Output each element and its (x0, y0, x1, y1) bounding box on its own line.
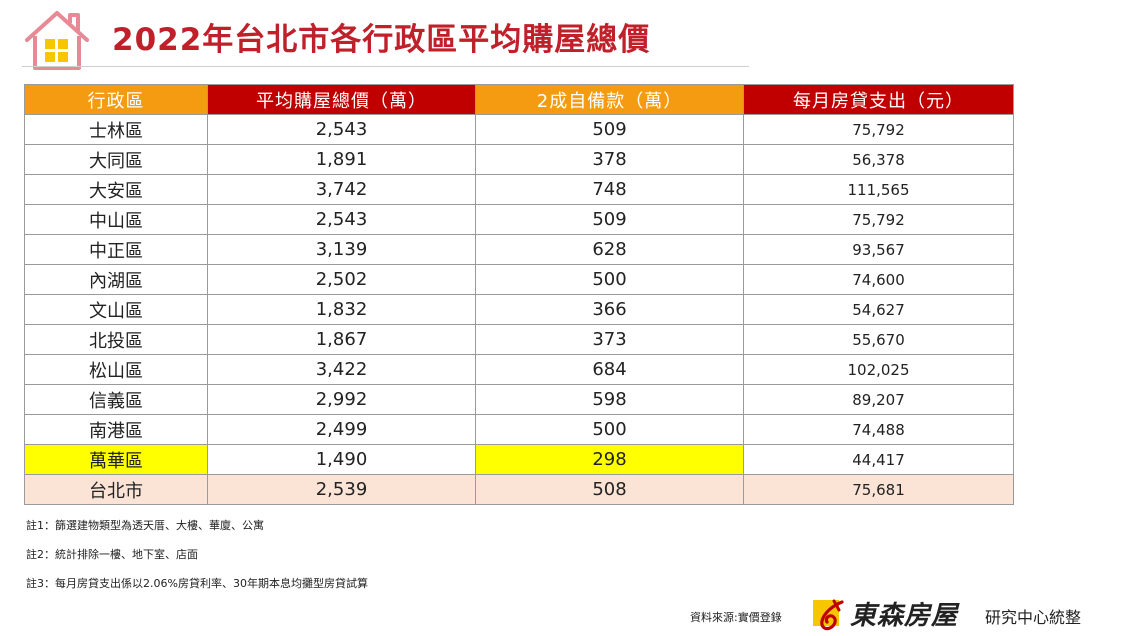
district-cell: 內湖區 (24, 264, 208, 295)
table-row: 大安區 3,742 748 111,565 (24, 174, 1014, 205)
table-row: 信義區 2,992 598 89,207 (24, 384, 1014, 415)
col-header-avg-price: 平均購屋總價（萬） (207, 84, 476, 115)
district-cell: 南港區 (24, 414, 208, 445)
monthly-payment-cell: 75,792 (743, 204, 1014, 235)
monthly-payment-cell: 44,417 (743, 444, 1014, 475)
title-divider (22, 66, 749, 67)
avg-price-cell: 2,499 (207, 414, 476, 445)
page-title: 2022年台北市各行政區平均購屋總價 (112, 22, 651, 58)
district-cell: 中山區 (24, 204, 208, 235)
down-payment-cell: 509 (475, 114, 744, 145)
avg-price-cell: 3,422 (207, 354, 476, 385)
down-payment-cell: 366 (475, 294, 744, 325)
down-payment-cell: 373 (475, 324, 744, 355)
price-table: 行政區 平均購屋總價（萬） 2成自備款（萬） 每月房貸支出（元） 士林區 2,5… (24, 84, 1014, 505)
table-row: 士林區 2,543 509 75,792 (24, 114, 1014, 145)
down-payment-cell: 500 (475, 264, 744, 295)
table-row: 大同區 1,891 378 56,378 (24, 144, 1014, 175)
data-source: 資料來源:實價登錄 (690, 611, 782, 624)
district-cell: 大安區 (24, 174, 208, 205)
footnote: 註1：篩選建物類型為透天厝、大樓、華廈、公寓 (26, 519, 264, 532)
monthly-payment-cell: 102,025 (743, 354, 1014, 385)
avg-price-cell: 3,742 (207, 174, 476, 205)
down-payment-cell: 748 (475, 174, 744, 205)
avg-price-cell: 1,490 (207, 444, 476, 475)
table-row: 松山區 3,422 684 102,025 (24, 354, 1014, 385)
down-payment-cell: 684 (475, 354, 744, 385)
avg-price-cell: 2,539 (207, 474, 476, 505)
avg-price-cell: 1,832 (207, 294, 476, 325)
district-cell: 中正區 (24, 234, 208, 265)
table-row: 文山區 1,832 366 54,627 (24, 294, 1014, 325)
table-row: 北投區 1,867 373 55,670 (24, 324, 1014, 355)
footnote: 註3：每月房貸支出係以2.06%房貸利率、30年期本息均攤型房貸試算 (26, 577, 368, 590)
district-cell: 士林區 (24, 114, 208, 145)
col-header-down-payment: 2成自備款（萬） (475, 84, 744, 115)
monthly-payment-cell: 111,565 (743, 174, 1014, 205)
down-payment-cell: 598 (475, 384, 744, 415)
monthly-payment-cell: 74,488 (743, 414, 1014, 445)
avg-price-cell: 2,992 (207, 384, 476, 415)
table-row-highlighted: 萬華區 1,490 298 44,417 (24, 444, 1014, 475)
down-payment-cell: 500 (475, 414, 744, 445)
brand-suffix: 研究中心統整 (985, 608, 1082, 627)
avg-price-cell: 1,867 (207, 324, 476, 355)
district-cell: 萬華區 (24, 444, 208, 475)
monthly-payment-cell: 54,627 (743, 294, 1014, 325)
table-row: 南港區 2,499 500 74,488 (24, 414, 1014, 445)
down-payment-cell: 508 (475, 474, 744, 505)
col-header-monthly-payment: 每月房貸支出（元） (743, 84, 1014, 115)
col-header-district: 行政區 (24, 84, 208, 115)
district-cell: 文山區 (24, 294, 208, 325)
footnote: 註2：統計排除一樓、地下室、店面 (26, 548, 198, 561)
avg-price-cell: 1,891 (207, 144, 476, 175)
monthly-payment-cell: 55,670 (743, 324, 1014, 355)
avg-price-cell: 2,543 (207, 204, 476, 235)
table-row-total: 台北市 2,539 508 75,681 (24, 474, 1014, 505)
avg-price-cell: 2,502 (207, 264, 476, 295)
monthly-payment-cell: 89,207 (743, 384, 1014, 415)
district-cell: 信義區 (24, 384, 208, 415)
down-payment-cell: 509 (475, 204, 744, 235)
monthly-payment-cell: 93,567 (743, 234, 1014, 265)
district-cell: 松山區 (24, 354, 208, 385)
brand-logo-icon (813, 599, 844, 631)
monthly-payment-cell: 74,600 (743, 264, 1014, 295)
avg-price-cell: 2,543 (207, 114, 476, 145)
table-row: 中山區 2,543 509 75,792 (24, 204, 1014, 235)
brand-name: 東森房屋 (850, 601, 959, 631)
table-header-row: 行政區 平均購屋總價（萬） 2成自備款（萬） 每月房貸支出（元） (24, 84, 1014, 115)
down-payment-cell: 378 (475, 144, 744, 175)
monthly-payment-cell: 75,681 (743, 474, 1014, 505)
district-cell: 台北市 (24, 474, 208, 505)
monthly-payment-cell: 56,378 (743, 144, 1014, 175)
house-icon (25, 11, 89, 70)
avg-price-cell: 3,139 (207, 234, 476, 265)
down-payment-cell: 628 (475, 234, 744, 265)
table-row: 內湖區 2,502 500 74,600 (24, 264, 1014, 295)
table-row: 中正區 3,139 628 93,567 (24, 234, 1014, 265)
down-payment-cell: 298 (475, 444, 744, 475)
monthly-payment-cell: 75,792 (743, 114, 1014, 145)
district-cell: 北投區 (24, 324, 208, 355)
district-cell: 大同區 (24, 144, 208, 175)
